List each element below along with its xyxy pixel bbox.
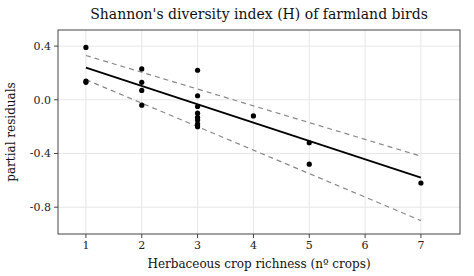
grid-line — [420, 30, 421, 234]
point — [251, 113, 256, 118]
chart: 1 2 3 4 5 6 7 -0.8 -0.4 0.0 0.4 Shannon's diversity… — [0, 0, 474, 276]
grid-line — [253, 30, 254, 234]
tick-label: 0.0 — [34, 94, 52, 107]
title: Shannon's diversity index (H) of farmlan… — [90, 6, 428, 22]
ci-line — [86, 56, 421, 157]
point — [139, 88, 144, 93]
point — [195, 93, 200, 98]
point — [139, 80, 144, 85]
tick — [54, 99, 58, 100]
point — [83, 45, 88, 50]
point — [195, 68, 200, 73]
grid-line — [197, 30, 198, 234]
point — [307, 140, 312, 145]
plot-frame — [58, 30, 460, 234]
point — [139, 103, 144, 108]
point — [195, 124, 200, 129]
grid-line — [309, 30, 310, 234]
fit-line — [86, 68, 421, 178]
tick — [141, 234, 142, 238]
tick-label: 2 — [138, 239, 145, 252]
point — [195, 104, 200, 109]
grid-line — [365, 30, 366, 234]
tick-label: 1 — [82, 239, 89, 252]
tick — [309, 234, 310, 238]
tick-label: -0.8 — [30, 201, 51, 214]
tick-label: 5 — [306, 239, 313, 252]
point — [418, 180, 423, 185]
background — [0, 0, 474, 276]
grid-line — [58, 153, 460, 154]
axes: 1 2 3 4 5 6 7 -0.8 -0.4 0.0 0.4 — [30, 30, 460, 252]
y-axis-label: partial residuals — [4, 82, 18, 181]
point — [139, 66, 144, 71]
data — [83, 45, 423, 221]
tick — [420, 234, 421, 238]
grid-line — [58, 207, 460, 208]
tick — [365, 234, 366, 238]
tick — [197, 234, 198, 238]
grid-line — [58, 46, 460, 47]
ci-line — [86, 80, 421, 221]
tick — [253, 234, 254, 238]
point — [307, 162, 312, 167]
tick — [54, 153, 58, 154]
tick — [54, 46, 58, 47]
tick-label: 3 — [194, 239, 201, 252]
tick-label: -0.4 — [30, 147, 51, 160]
point — [83, 80, 88, 85]
tick-label: 6 — [362, 239, 369, 252]
grid-line — [85, 30, 86, 234]
tick-label: 7 — [417, 239, 424, 252]
tick-label: 4 — [250, 239, 257, 252]
tick — [54, 207, 58, 208]
grid-line — [58, 99, 460, 100]
tick — [85, 234, 86, 238]
x-axis-label: Herbaceous crop richness (nº crops) — [147, 257, 370, 271]
grid-line — [141, 30, 142, 234]
tick-label: 0.4 — [34, 40, 52, 53]
